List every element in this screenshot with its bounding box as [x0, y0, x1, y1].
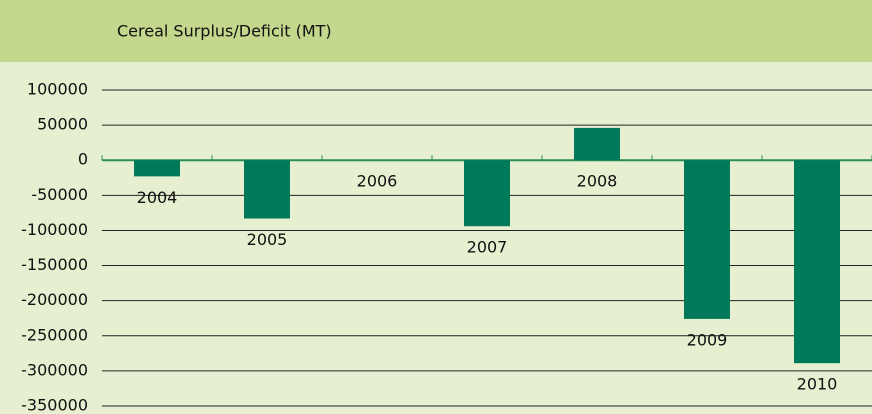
y-tick-label: 100000: [27, 80, 88, 99]
x-tick-label: 2007: [467, 238, 508, 257]
bar: [244, 160, 290, 219]
bar: [794, 160, 840, 364]
y-tick-label: 0: [78, 150, 88, 169]
y-tick-label: -100000: [21, 220, 88, 239]
y-tick-label: -350000: [21, 396, 88, 414]
bar: [464, 160, 510, 227]
y-tick-label: -150000: [21, 255, 88, 274]
y-tick-label: -300000: [21, 360, 88, 379]
x-tick-label: 2005: [247, 230, 288, 249]
y-tick-label: -200000: [21, 290, 88, 309]
bar: [684, 160, 730, 319]
bar: [574, 127, 620, 161]
x-tick-label: 2010: [797, 375, 838, 394]
x-tick-label: 2008: [577, 172, 618, 191]
chart-title: Cereal Surplus/Deficit (MT): [117, 22, 332, 41]
y-tick-label: -250000: [21, 325, 88, 344]
y-tick-label: 50000: [37, 115, 88, 134]
x-tick-label: 2004: [137, 188, 178, 207]
y-tick-label: -50000: [31, 185, 88, 204]
x-tick-label: 2009: [687, 330, 728, 349]
bar: [134, 160, 180, 177]
header-band: [0, 0, 872, 62]
x-tick-label: 2006: [357, 172, 398, 191]
